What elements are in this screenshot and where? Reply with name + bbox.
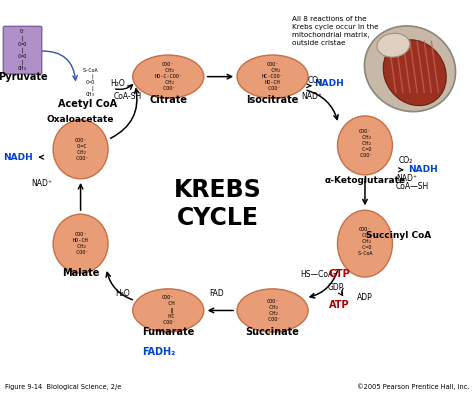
Text: Fumarate: Fumarate	[142, 327, 194, 337]
Text: NADH: NADH	[409, 165, 438, 174]
Text: ADP: ADP	[356, 294, 372, 302]
Text: COO⁻
 CH₂
HO-C-COO⁻
 CH₂
 COO⁻: COO⁻ CH₂ HO-C-COO⁻ CH₂ COO⁻	[154, 62, 182, 91]
Text: COO⁻
 O=C
 CH₂
 COO⁻: COO⁻ O=C CH₂ COO⁻	[73, 138, 88, 161]
Text: NADH: NADH	[3, 153, 33, 162]
Ellipse shape	[53, 120, 108, 179]
Text: ©2005 Pearson Prentice Hall, Inc.: ©2005 Pearson Prentice Hall, Inc.	[357, 384, 469, 390]
Text: KREBS
CYCLE: KREBS CYCLE	[174, 178, 262, 230]
Ellipse shape	[53, 214, 108, 273]
Text: FAD: FAD	[209, 290, 224, 298]
Text: H₂O: H₂O	[115, 290, 130, 298]
Text: Succinyl CoA: Succinyl CoA	[365, 231, 431, 240]
Text: COO⁻
 CH₂
 CH₂
 C=O
S-CoA: COO⁻ CH₂ CH₂ C=O S-CoA	[357, 227, 373, 256]
Text: Pyruvate: Pyruvate	[0, 72, 47, 82]
Text: FADH₂: FADH₂	[142, 347, 175, 357]
Ellipse shape	[133, 55, 204, 98]
Text: CoA—SH: CoA—SH	[396, 182, 429, 191]
Ellipse shape	[365, 26, 456, 112]
Text: Acetyl CoA: Acetyl CoA	[58, 99, 117, 109]
Text: CoA-SH: CoA-SH	[114, 92, 142, 101]
Text: O⁻
|
C=O
|
C=O
|
CH₃: O⁻ | C=O | C=O | CH₃	[18, 29, 27, 71]
Ellipse shape	[337, 210, 392, 277]
FancyBboxPatch shape	[3, 26, 42, 74]
Text: NAD⁺: NAD⁺	[396, 174, 417, 182]
Ellipse shape	[237, 55, 308, 98]
Text: α-Ketoglutarate: α-Ketoglutarate	[324, 176, 406, 185]
Ellipse shape	[337, 116, 392, 175]
Ellipse shape	[383, 40, 447, 106]
Text: NAD⁺: NAD⁺	[301, 92, 322, 101]
Text: NAD⁺: NAD⁺	[31, 180, 52, 188]
Text: NADH: NADH	[314, 79, 344, 88]
Ellipse shape	[237, 289, 308, 332]
Ellipse shape	[133, 289, 204, 332]
Text: Malate: Malate	[62, 268, 99, 278]
Text: H₂O: H₂O	[110, 79, 125, 88]
Text: Citrate: Citrate	[149, 95, 187, 105]
Text: S-CoA
  |
C=O
  |
CH₃: S-CoA | C=O | CH₃	[82, 68, 98, 97]
Text: COO⁻
  CH
  ‖
  HC
 COO⁻: COO⁻ CH ‖ HC COO⁻	[161, 295, 176, 325]
Text: Succinate: Succinate	[246, 327, 300, 337]
Text: GTP: GTP	[329, 269, 351, 279]
Text: CO₂: CO₂	[398, 156, 412, 165]
Text: COO⁻
 CH₂
 CH₂
 COO⁻: COO⁻ CH₂ CH₂ COO⁻	[265, 299, 280, 321]
Text: COO⁻
HO-CH
 CH₂
 COO⁻: COO⁻ HO-CH CH₂ COO⁻	[73, 232, 88, 255]
Text: All 8 reactions of the
Krebs cycle occur in the
mitochondrial matrix,
outside cr: All 8 reactions of the Krebs cycle occur…	[292, 16, 378, 46]
Text: ATP: ATP	[329, 299, 350, 310]
Text: COO⁻
 CH₂
 CH₂
 C=O
 COO⁻: COO⁻ CH₂ CH₂ C=O COO⁻	[357, 129, 373, 158]
Text: HS—CoA: HS—CoA	[300, 270, 333, 279]
Text: COO⁻
  CH₂
HC-COO⁻
HO-CH
 COO⁻: COO⁻ CH₂ HC-COO⁻ HO-CH COO⁻	[262, 62, 283, 91]
Text: Figure 9-14  Biological Science, 2/e: Figure 9-14 Biological Science, 2/e	[5, 384, 121, 390]
Text: Isocitrate: Isocitrate	[246, 95, 299, 105]
Text: GDP: GDP	[328, 283, 345, 292]
Text: CO₂: CO₂	[308, 76, 322, 85]
Text: Oxaloacetate: Oxaloacetate	[47, 116, 114, 124]
Ellipse shape	[377, 33, 410, 57]
